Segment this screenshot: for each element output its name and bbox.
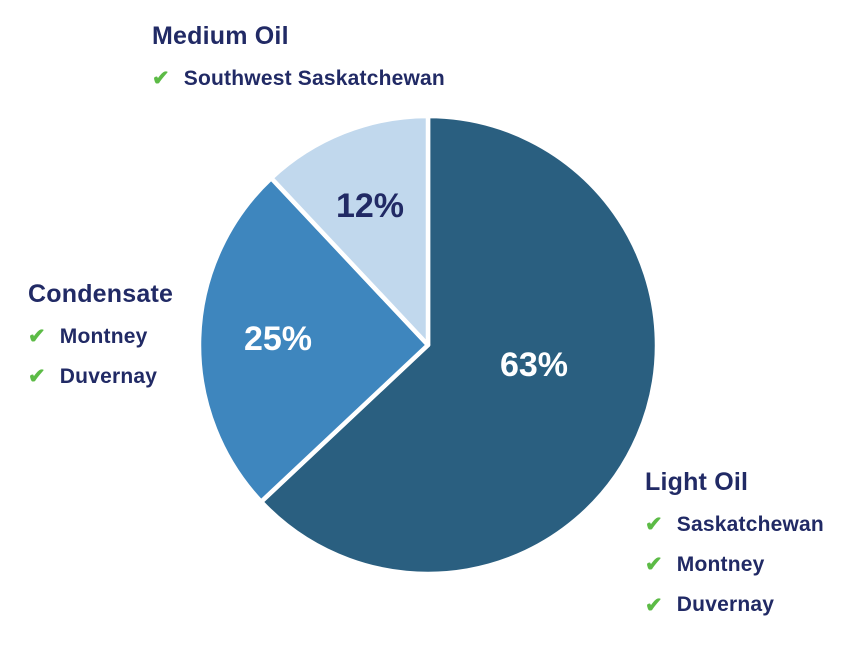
- legend-item: ✔ Southwest Saskatchewan: [152, 67, 445, 91]
- check-icon: ✔: [645, 553, 663, 577]
- legend-item: ✔ Saskatchewan: [645, 513, 824, 537]
- pie-slice-condensate: [196, 175, 431, 505]
- legend-region-label: Montney: [59, 324, 148, 348]
- legend-light-oil: Light Oil ✔ Saskatchewan ✔ Montney ✔ Duv…: [645, 468, 824, 617]
- legend-medium-oil: Medium Oil ✔ Southwest Saskatchewan: [152, 22, 445, 91]
- legend-item: ✔ Duvernay: [28, 365, 173, 389]
- legend-region-label: Montney: [676, 552, 765, 576]
- legend-condensate: Condensate ✔ Montney ✔ Duvernay: [28, 280, 173, 389]
- legend-title-light-oil: Light Oil: [645, 468, 749, 496]
- check-icon: ✔: [152, 67, 170, 91]
- check-icon: ✔: [28, 365, 46, 389]
- legend-region-label: Southwest Saskatchewan: [183, 66, 445, 90]
- legend-title-medium-oil: Medium Oil: [152, 22, 289, 50]
- legend-item: ✔ Montney: [645, 553, 824, 577]
- legend-region-label: Duvernay: [676, 593, 775, 617]
- legend-region-label: Duvernay: [59, 364, 158, 388]
- check-icon: ✔: [28, 325, 46, 349]
- check-icon: ✔: [645, 513, 663, 537]
- check-icon: ✔: [645, 593, 663, 617]
- legend-region-label: Saskatchewan: [676, 512, 824, 536]
- legend-title-condensate: Condensate: [28, 280, 174, 308]
- legend-item: ✔ Duvernay: [645, 593, 824, 617]
- legend-item: ✔ Montney: [28, 325, 173, 349]
- pie-slice-medium-oil: [268, 113, 431, 348]
- pie-slice-light-oil: [258, 113, 660, 577]
